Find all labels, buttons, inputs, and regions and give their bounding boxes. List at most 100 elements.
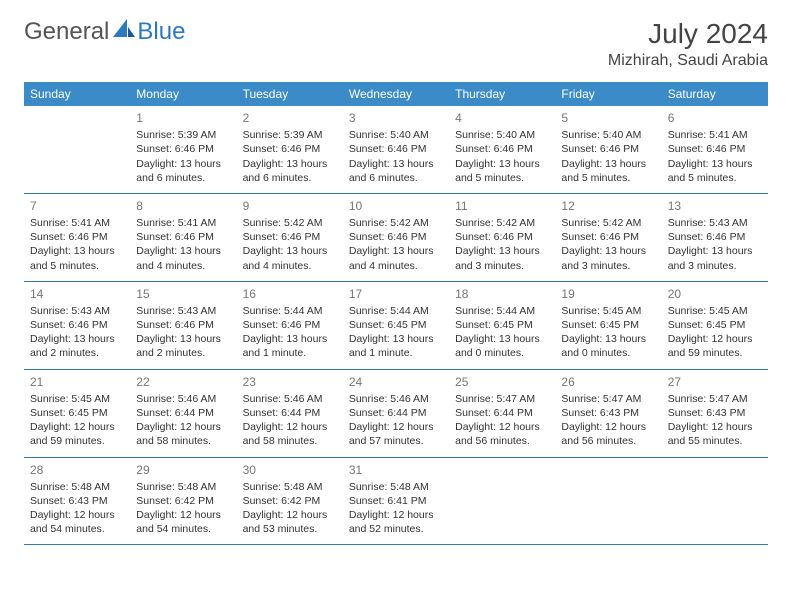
daylight-text: Daylight: 12 hours and 54 minutes. — [30, 508, 124, 536]
daylight-text: Daylight: 13 hours and 1 minute. — [349, 332, 443, 360]
daylight-text: Daylight: 13 hours and 6 minutes. — [349, 157, 443, 185]
sunset-text: Sunset: 6:41 PM — [349, 494, 443, 508]
day-number: 31 — [349, 462, 443, 478]
day-number: 25 — [455, 374, 549, 390]
daylight-text: Daylight: 12 hours and 53 minutes. — [243, 508, 337, 536]
day-number: 2 — [243, 110, 337, 126]
calendar-body: 1Sunrise: 5:39 AMSunset: 6:46 PMDaylight… — [24, 106, 768, 545]
day-number: 30 — [243, 462, 337, 478]
day-number: 19 — [561, 286, 655, 302]
day-number: 10 — [349, 198, 443, 214]
day-number: 28 — [30, 462, 124, 478]
sunrise-text: Sunrise: 5:48 AM — [136, 480, 230, 494]
calendar-day-cell: 15Sunrise: 5:43 AMSunset: 6:46 PMDayligh… — [130, 281, 236, 369]
calendar-day-cell: 14Sunrise: 5:43 AMSunset: 6:46 PMDayligh… — [24, 281, 130, 369]
daylight-text: Daylight: 12 hours and 54 minutes. — [136, 508, 230, 536]
daylight-text: Daylight: 13 hours and 5 minutes. — [30, 244, 124, 272]
day-number: 6 — [668, 110, 762, 126]
sunset-text: Sunset: 6:45 PM — [561, 318, 655, 332]
calendar-day-cell: 24Sunrise: 5:46 AMSunset: 6:44 PMDayligh… — [343, 369, 449, 457]
daylight-text: Daylight: 13 hours and 6 minutes. — [243, 157, 337, 185]
calendar-day-cell: 27Sunrise: 5:47 AMSunset: 6:43 PMDayligh… — [662, 369, 768, 457]
day-number: 5 — [561, 110, 655, 126]
sunset-text: Sunset: 6:46 PM — [349, 230, 443, 244]
day-number: 27 — [668, 374, 762, 390]
calendar-day-cell: 4Sunrise: 5:40 AMSunset: 6:46 PMDaylight… — [449, 106, 555, 193]
weekday-header: Tuesday — [237, 82, 343, 106]
sunset-text: Sunset: 6:45 PM — [30, 406, 124, 420]
daylight-text: Daylight: 12 hours and 52 minutes. — [349, 508, 443, 536]
sunset-text: Sunset: 6:46 PM — [561, 142, 655, 156]
calendar-day-cell — [555, 457, 661, 545]
day-number: 26 — [561, 374, 655, 390]
calendar-day-cell: 23Sunrise: 5:46 AMSunset: 6:44 PMDayligh… — [237, 369, 343, 457]
sunrise-text: Sunrise: 5:41 AM — [668, 128, 762, 142]
sunrise-text: Sunrise: 5:48 AM — [243, 480, 337, 494]
calendar-day-cell: 3Sunrise: 5:40 AMSunset: 6:46 PMDaylight… — [343, 106, 449, 193]
sunrise-text: Sunrise: 5:40 AM — [561, 128, 655, 142]
calendar-day-cell: 10Sunrise: 5:42 AMSunset: 6:46 PMDayligh… — [343, 193, 449, 281]
daylight-text: Daylight: 13 hours and 5 minutes. — [455, 157, 549, 185]
sunset-text: Sunset: 6:46 PM — [455, 230, 549, 244]
calendar-week-row: 14Sunrise: 5:43 AMSunset: 6:46 PMDayligh… — [24, 281, 768, 369]
calendar-day-cell: 19Sunrise: 5:45 AMSunset: 6:45 PMDayligh… — [555, 281, 661, 369]
sunset-text: Sunset: 6:44 PM — [243, 406, 337, 420]
location-label: Mizhirah, Saudi Arabia — [608, 52, 768, 70]
sunrise-text: Sunrise: 5:48 AM — [30, 480, 124, 494]
calendar-day-cell: 20Sunrise: 5:45 AMSunset: 6:45 PMDayligh… — [662, 281, 768, 369]
calendar-day-cell: 21Sunrise: 5:45 AMSunset: 6:45 PMDayligh… — [24, 369, 130, 457]
daylight-text: Daylight: 13 hours and 3 minutes. — [668, 244, 762, 272]
calendar-day-cell — [662, 457, 768, 545]
header: General Blue July 2024 Mizhirah, Saudi A… — [24, 18, 768, 70]
daylight-text: Daylight: 12 hours and 59 minutes. — [668, 332, 762, 360]
calendar-day-cell: 30 Sunrise: 5:48 AMSunset: 6:42 PMDayligh… — [237, 457, 343, 545]
sunset-text: Sunset: 6:45 PM — [668, 318, 762, 332]
calendar-day-cell: 18Sunrise: 5:44 AMSunset: 6:45 PMDayligh… — [449, 281, 555, 369]
sunrise-text: Sunrise: 5:40 AM — [349, 128, 443, 142]
day-number: 29 — [136, 462, 230, 478]
sunset-text: Sunset: 6:46 PM — [349, 142, 443, 156]
daylight-text: Daylight: 12 hours and 59 minutes. — [30, 420, 124, 448]
sunset-text: Sunset: 6:46 PM — [30, 230, 124, 244]
sunset-text: Sunset: 6:42 PM — [243, 494, 337, 508]
day-number: 1 — [136, 110, 230, 126]
day-number: 4 — [455, 110, 549, 126]
calendar-day-cell: 11Sunrise: 5:42 AMSunset: 6:46 PMDayligh… — [449, 193, 555, 281]
sunrise-text: Sunrise: 5:39 AM — [243, 128, 337, 142]
day-number: 7 — [30, 198, 124, 214]
calendar-day-cell: 12Sunrise: 5:42 AMSunset: 6:46 PMDayligh… — [555, 193, 661, 281]
daylight-text: Daylight: 13 hours and 3 minutes. — [561, 244, 655, 272]
sunset-text: Sunset: 6:46 PM — [668, 230, 762, 244]
sunset-text: Sunset: 6:46 PM — [561, 230, 655, 244]
weekday-header: Saturday — [662, 82, 768, 106]
sunrise-text: Sunrise: 5:42 AM — [243, 216, 337, 230]
logo: General Blue — [24, 18, 185, 46]
daylight-text: Daylight: 13 hours and 3 minutes. — [455, 244, 549, 272]
sunset-text: Sunset: 6:46 PM — [136, 318, 230, 332]
day-number: 14 — [30, 286, 124, 302]
daylight-text: Daylight: 13 hours and 1 minute. — [243, 332, 337, 360]
calendar-day-cell: 22Sunrise: 5:46 AMSunset: 6:44 PMDayligh… — [130, 369, 236, 457]
daylight-text: Daylight: 13 hours and 4 minutes. — [243, 244, 337, 272]
sunset-text: Sunset: 6:46 PM — [136, 142, 230, 156]
sunrise-text: Sunrise: 5:44 AM — [243, 304, 337, 318]
logo-text-general: General — [24, 18, 109, 46]
calendar-day-cell: 26Sunrise: 5:47 AMSunset: 6:43 PMDayligh… — [555, 369, 661, 457]
sunrise-text: Sunrise: 5:46 AM — [136, 392, 230, 406]
sunset-text: Sunset: 6:46 PM — [455, 142, 549, 156]
title-block: July 2024 Mizhirah, Saudi Arabia — [608, 18, 768, 70]
calendar-day-cell: 31Sunrise: 5:48 AMSunset: 6:41 PMDayligh… — [343, 457, 449, 545]
calendar-day-cell: 16Sunrise: 5:44 AMSunset: 6:46 PMDayligh… — [237, 281, 343, 369]
sunset-text: Sunset: 6:46 PM — [30, 318, 124, 332]
day-number: 15 — [136, 286, 230, 302]
daylight-text: Daylight: 13 hours and 0 minutes. — [455, 332, 549, 360]
sunset-text: Sunset: 6:42 PM — [136, 494, 230, 508]
day-number: 24 — [349, 374, 443, 390]
day-number: 17 — [349, 286, 443, 302]
calendar-day-cell: 13Sunrise: 5:43 AMSunset: 6:46 PMDayligh… — [662, 193, 768, 281]
sunset-text: Sunset: 6:46 PM — [243, 318, 337, 332]
daylight-text: Daylight: 13 hours and 0 minutes. — [561, 332, 655, 360]
sunrise-text: Sunrise: 5:47 AM — [561, 392, 655, 406]
daylight-text: Daylight: 13 hours and 2 minutes. — [136, 332, 230, 360]
sunrise-text: Sunrise: 5:39 AM — [136, 128, 230, 142]
